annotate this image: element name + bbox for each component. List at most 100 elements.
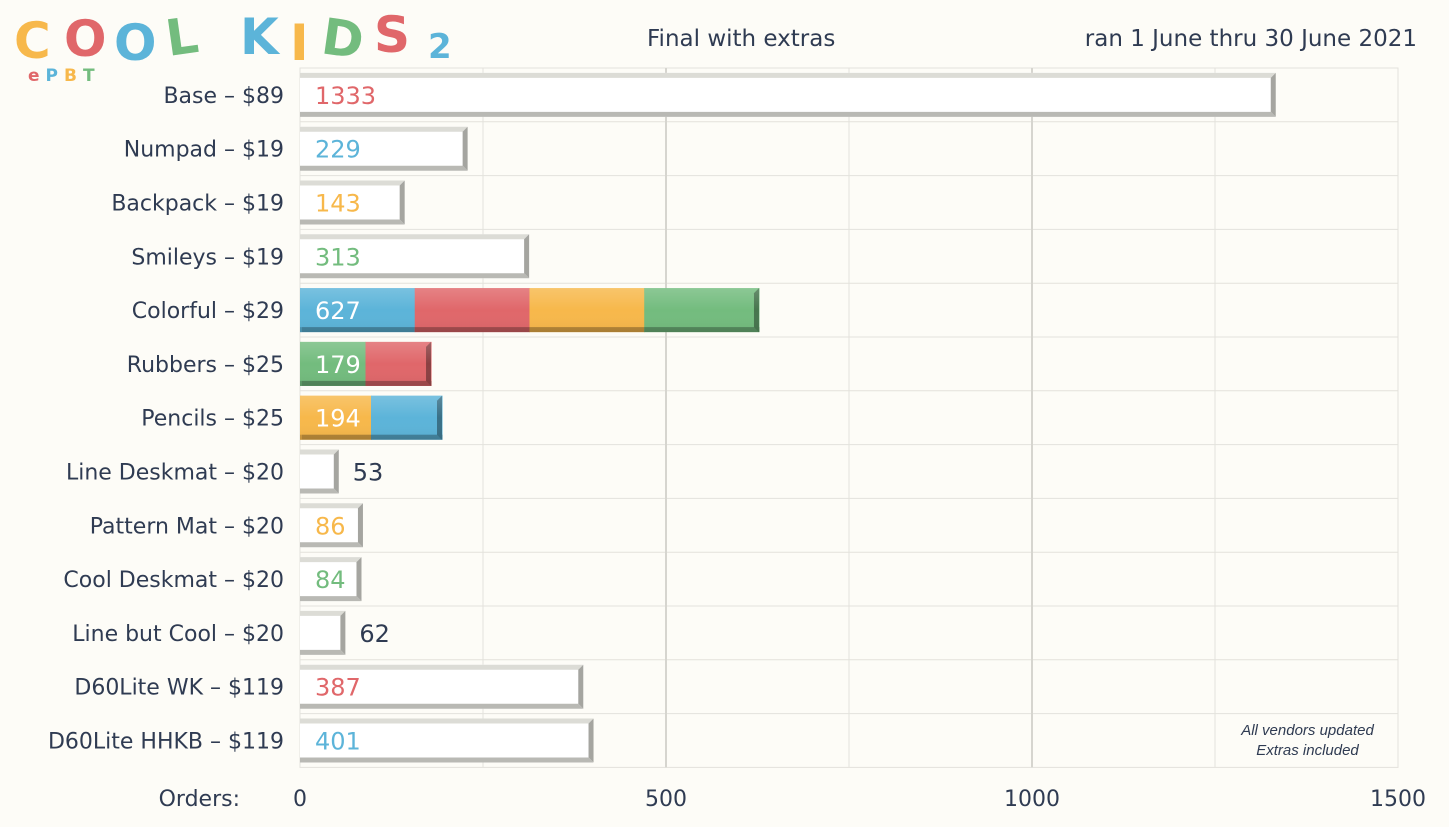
value-label: 53: [353, 459, 384, 487]
bar-sheen: [300, 341, 432, 386]
bar-group: 627: [300, 288, 760, 333]
x-tick-label: 1500: [1370, 787, 1426, 812]
bar: [300, 126, 468, 171]
bar-bevel-bottom: [300, 757, 594, 763]
bar: [300, 557, 362, 602]
date-range: ran 1 June thru 30 June 2021: [1084, 26, 1417, 52]
x-tick-label: 0: [293, 787, 307, 812]
bar-bevel-right: [462, 126, 468, 171]
note-vendors: All vendors updated: [1241, 722, 1374, 739]
logo-subtitle: ePBT: [28, 66, 101, 86]
bar-bevel-top: [300, 234, 530, 240]
bar-bevel-top: [300, 557, 362, 563]
bar: [300, 503, 363, 548]
bar-bevel-right: [356, 557, 362, 602]
logo-sub-letter: e: [28, 66, 46, 86]
bar-bevel-right: [357, 503, 363, 548]
category-label: D60Lite WK – $119: [74, 676, 284, 701]
bar-bevel-right: [399, 180, 405, 225]
bar-bevel-right: [340, 610, 346, 655]
x-tick-label: 500: [645, 787, 687, 812]
category-label: Line but Cool – $20: [72, 622, 284, 647]
category-label: Smileys – $19: [131, 245, 284, 270]
chart-title: Final with extras: [647, 26, 836, 52]
bar-bevel-top: [300, 180, 405, 186]
value-label: 401: [315, 728, 361, 756]
category-label: D60Lite HHKB – $119: [48, 730, 284, 755]
bar-group: 62: [300, 610, 390, 655]
bar-group: 84: [300, 557, 362, 602]
bar: [300, 610, 346, 655]
bar-bevel-right: [578, 664, 584, 709]
category-label: Colorful – $29: [132, 299, 284, 324]
bar-bevel-bottom: [300, 649, 346, 655]
bar-bevel-bottom: [300, 273, 530, 279]
logo-sub-letter: P: [45, 66, 64, 86]
bar-group: 387: [300, 664, 584, 709]
logo-letter: O: [64, 10, 107, 68]
bar: [300, 234, 530, 279]
value-label: 627: [315, 297, 361, 325]
logo-sub-letter: T: [82, 66, 101, 86]
value-label: 84: [315, 566, 346, 594]
bar: [300, 664, 584, 709]
bar-bevel-right: [588, 718, 594, 763]
logo-letter: C: [14, 12, 51, 70]
bar-bevel-top: [300, 72, 1276, 78]
bar: [300, 72, 1276, 117]
category-label: Line Deskmat – $20: [66, 461, 284, 486]
category-label: Base – $89: [163, 84, 284, 109]
bar-group: 179: [300, 341, 432, 386]
bar-bevel-top: [300, 610, 346, 616]
logo-letter: K: [240, 8, 279, 66]
bar-bevel-top: [300, 449, 339, 455]
category-label: Rubbers – $25: [127, 353, 284, 378]
bar-bevel-top: [300, 503, 363, 509]
value-label: 313: [315, 243, 361, 271]
bar-bevel-bottom: [300, 596, 362, 602]
bar-bevel-top: [300, 718, 594, 724]
bar-bevel-bottom: [300, 542, 363, 548]
bar-group: 229: [300, 126, 468, 171]
bar-bevel-bottom: [300, 219, 405, 225]
x-tick-label: 1000: [1004, 787, 1060, 812]
bar-group: 1333: [300, 72, 1276, 117]
value-label: 387: [315, 674, 361, 702]
bar: [300, 449, 339, 494]
value-label: 179: [315, 351, 361, 379]
value-label: 1333: [315, 82, 376, 110]
logo-letter: I: [290, 14, 309, 72]
bar-group: 401: [300, 718, 594, 763]
bar: [300, 180, 405, 225]
logo: C O O L K I D S 2 ePBT: [14, 6, 474, 88]
value-label: 62: [359, 620, 390, 648]
x-axis: 0 500 1000 1500 Orders:: [159, 787, 1426, 812]
bar-sheen: [300, 395, 443, 440]
note-extras: Extras included: [1256, 742, 1359, 759]
logo-letter: S: [374, 6, 411, 64]
bar-bevel-top: [300, 126, 468, 132]
bar-group: 53: [300, 449, 384, 494]
value-label: 143: [315, 190, 361, 218]
category-label: Cool Deskmat – $20: [63, 568, 284, 593]
logo-letter: 2: [428, 27, 452, 67]
bar-sheen: [300, 288, 759, 333]
bar: [300, 718, 594, 763]
bar-group: 194: [300, 395, 443, 440]
bar-bevel-bottom: [300, 703, 584, 709]
category-label: Numpad – $19: [124, 138, 284, 163]
grid: [299, 67, 1399, 768]
category-label: Pencils – $25: [141, 407, 284, 432]
x-axis-label: Orders:: [159, 787, 240, 812]
category-label: Backpack – $19: [111, 192, 284, 217]
category-labels: Base – $89 Numpad – $19 Backpack – $19 Smil…: [48, 84, 284, 755]
bar-bevel-top: [300, 664, 584, 670]
bar-bevel-right: [333, 449, 339, 494]
bar-bevel-bottom: [300, 488, 339, 494]
bar-group: 143: [300, 180, 405, 225]
logo-sub-letter: B: [64, 66, 83, 86]
bar-group: 313: [300, 234, 530, 279]
category-label: Pattern Mat – $20: [90, 514, 284, 539]
bar-bevel-right: [524, 234, 530, 279]
